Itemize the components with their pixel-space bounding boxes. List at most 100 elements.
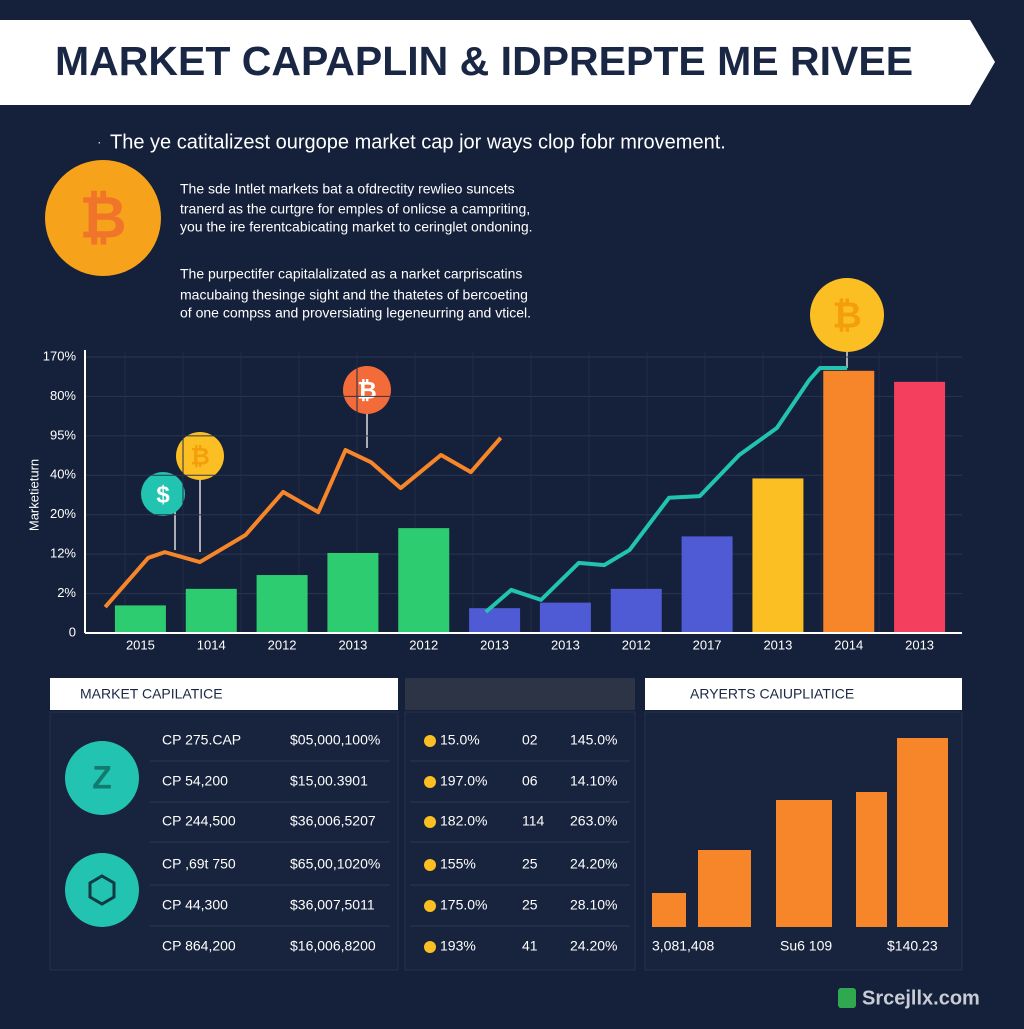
- bar-label: $140.23: [887, 938, 938, 954]
- bar: [610, 588, 662, 633]
- table-cell: 24.20%: [570, 856, 617, 872]
- token-icon: [65, 853, 139, 927]
- row-dot: [424, 776, 436, 788]
- watermark: Srcejllx.com: [862, 987, 980, 1009]
- paragraph-line: The purpectifer capitalalizated as a nar…: [180, 266, 522, 282]
- table-cell: 25: [522, 897, 538, 913]
- table-cell: 25: [522, 856, 538, 872]
- table-cell: 263.0%: [570, 813, 617, 829]
- bar: [856, 792, 887, 927]
- title: MARKET CAPAPLIN & IDPREPTE ME RIVEE: [55, 38, 913, 84]
- bullet: ·: [97, 134, 102, 150]
- table-cell: 145.0%: [570, 732, 617, 748]
- table-cell: $05,000,100%: [290, 732, 380, 748]
- bar: [185, 588, 237, 633]
- x-tick-label: 2013: [480, 637, 509, 652]
- table-cell: CP 44,300: [162, 897, 228, 913]
- table-cell: 28.10%: [570, 897, 617, 913]
- table-cell: 114: [522, 813, 545, 829]
- paragraph-line: The sde Intlet markets bat a ofdrectity …: [180, 181, 515, 197]
- row-dot: [424, 900, 436, 912]
- table-panel: [404, 711, 636, 971]
- row-dot: [424, 816, 436, 828]
- token-symbol: Z: [92, 759, 112, 795]
- table-cell: 41: [522, 938, 538, 954]
- bar: [327, 552, 379, 633]
- coin-icon: [141, 472, 185, 516]
- y-tick-label: 40%: [50, 467, 76, 482]
- x-tick-label: 2013: [338, 637, 367, 652]
- y-tick-label: 0: [69, 624, 76, 639]
- table-cell: 02: [522, 732, 538, 748]
- y-tick-label: 80%: [50, 388, 76, 403]
- table-cell: $36,007,5011: [290, 897, 375, 913]
- table-cell: 175.0%: [440, 897, 487, 913]
- table-cell: CP 54,200: [162, 773, 228, 789]
- coin-symbol: ₿: [832, 295, 861, 336]
- y-tick-label: 95%: [50, 427, 76, 442]
- table-cell: 182.0%: [440, 813, 487, 829]
- bar: [256, 575, 308, 633]
- table-cell: 155%: [440, 856, 476, 872]
- x-tick-label: 2013: [763, 637, 792, 652]
- paragraph-line: tranerd as the curtgre for emples of onl…: [180, 201, 530, 217]
- table-cell: 197.0%: [440, 773, 487, 789]
- subtitle: The ye catitalizest ourgope market cap j…: [110, 131, 726, 153]
- table-cell: $16,006,8200: [290, 938, 376, 954]
- table-header: [50, 678, 398, 710]
- x-tick-label: 2017: [693, 637, 722, 652]
- bar: [776, 800, 832, 927]
- bar: [469, 608, 521, 633]
- row-dot: [424, 735, 436, 747]
- table-cell: 193%: [440, 938, 476, 954]
- x-tick-label: 2015: [126, 637, 155, 652]
- chart-icons: $ ₿ ₿ ₿: [141, 278, 884, 552]
- table-cell: 24.20%: [570, 938, 617, 954]
- table-cell: $15,00.3901: [290, 773, 368, 789]
- y-tick-label: 20%: [50, 506, 76, 521]
- paragraph-line: macubaing thesinge sight and the thatete…: [180, 287, 528, 303]
- table-cell: 06: [522, 773, 538, 789]
- coin-icon: [45, 160, 161, 276]
- coin-icon: [810, 278, 884, 352]
- paragraph-line: of one compss and proversiating legeneur…: [180, 305, 531, 321]
- x-tick-label: 2012: [622, 637, 651, 652]
- bar-label: 3,081,408: [652, 938, 714, 954]
- bar: [652, 893, 686, 927]
- token-symbol: [88, 874, 116, 906]
- y-tick-label: 170%: [43, 348, 77, 363]
- y-axis-label: Marketieturn: [26, 459, 41, 531]
- table-cell: $65,00,1020%: [290, 856, 380, 872]
- x-tick-label: 1014: [197, 637, 226, 652]
- title-banner: [0, 20, 995, 105]
- table-cell: CP 864,200: [162, 938, 236, 954]
- line-series: [103, 436, 503, 609]
- line-series: [484, 366, 848, 614]
- coin-symbol: ₿: [79, 185, 126, 250]
- coin-icon: [343, 366, 391, 414]
- table-cell: CP ,69t 750: [162, 856, 236, 872]
- x-tick-label: 2014: [834, 637, 863, 652]
- row-dot: [424, 941, 436, 953]
- coin-symbol: ₿: [190, 443, 210, 470]
- table-cell: CP 244,500: [162, 813, 236, 829]
- bar: [698, 850, 751, 927]
- table-title: MARKET CAPILATICE: [80, 686, 223, 702]
- coin-symbol: ₿: [357, 377, 377, 404]
- table-header: [645, 678, 962, 710]
- paragraph-line: you the ire ferentcabicating market to c…: [180, 219, 533, 235]
- bar: [681, 536, 733, 633]
- watermark-icon: [838, 988, 856, 1008]
- bar: [539, 602, 591, 633]
- table-cell: CP 275.CAP: [162, 732, 241, 748]
- table-title: ARYERTS CAIUPLIATICE: [690, 686, 854, 702]
- table-cell: 14.10%: [570, 773, 617, 789]
- token-icon: [65, 741, 139, 815]
- coin-icon: [176, 432, 224, 480]
- row-dot: [424, 859, 436, 871]
- bar: [894, 381, 946, 633]
- table-cell: 15.0%: [440, 732, 480, 748]
- table-cell: $36,006,5207: [290, 813, 376, 829]
